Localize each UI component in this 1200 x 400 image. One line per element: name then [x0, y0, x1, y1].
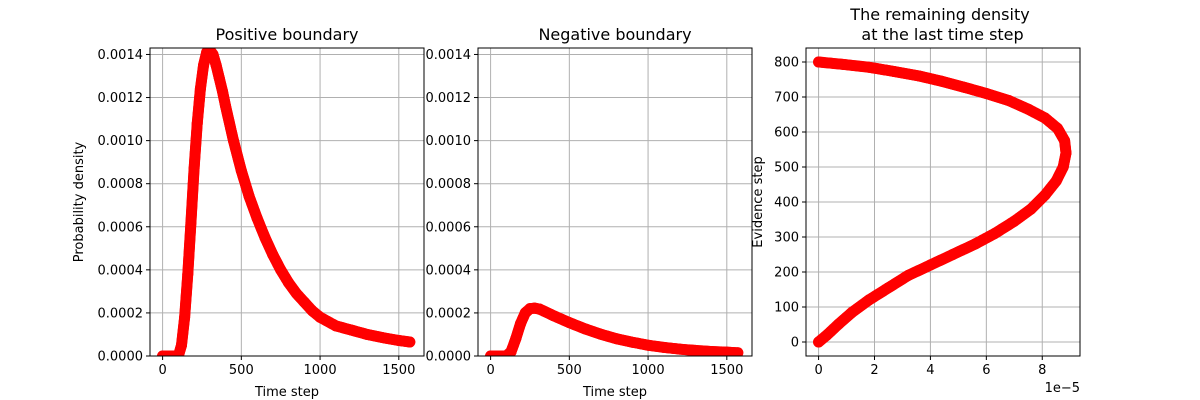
y-axis-label: Probability density [72, 141, 87, 262]
x-tick-label: 1000 [304, 363, 337, 378]
y-tick-label: 0.0008 [426, 177, 472, 192]
x-tick-label: 6 [982, 363, 990, 378]
x-axis-label: Time step [254, 385, 319, 400]
y-tick-label: 0.0014 [98, 48, 144, 63]
x-tick-label: 4 [926, 363, 934, 378]
x-tick-label: 0 [814, 363, 822, 378]
x-axis-label: Time step [582, 385, 647, 400]
negative-boundary-panel: Negative boundary Time step 0 500 1000 1500… [426, 25, 753, 400]
positive-boundary-panel: Positive boundary Time step Probability … [72, 25, 425, 400]
axes-frame [149, 47, 425, 357]
y-tick-label: 0.0004 [426, 263, 472, 278]
y-tick-label: 100 [774, 301, 799, 316]
axes-frame [805, 47, 1081, 357]
y-tick-label: 0 [791, 336, 799, 351]
y-tick-label: 0.0012 [426, 91, 472, 106]
y-tick-label: 0.0006 [98, 220, 144, 235]
x-tick-label: 2 [870, 363, 878, 378]
y-tick-label: 0.0004 [98, 263, 144, 278]
y-tick-label: 0.0010 [98, 134, 144, 149]
panel-title: Negative boundary [538, 25, 691, 44]
x-tick-label: 500 [229, 363, 254, 378]
panel-title: Positive boundary [216, 25, 359, 44]
x-offset-label: 1e−5 [1045, 381, 1080, 396]
grid [806, 48, 1080, 356]
marker [813, 56, 825, 68]
panel-title-line: at the last time step [856, 25, 1023, 44]
y-tick-label: 0.0014 [426, 48, 472, 63]
y-tick-label: 700 [774, 91, 799, 106]
y-tick-label: 0.0010 [426, 134, 472, 149]
marker [732, 347, 744, 356]
y-tick-label: 200 [774, 266, 799, 281]
y-tick-label: 0.0006 [426, 220, 472, 235]
data-series [813, 56, 1072, 348]
x-tick-label: 500 [557, 363, 582, 378]
x-tick-label: 0 [158, 363, 166, 378]
x-tick-label: 1500 [382, 363, 415, 378]
data-series [485, 302, 744, 356]
axes-frame [477, 47, 753, 357]
y-tick-label: 0.0000 [98, 350, 144, 365]
y-tick-label: 300 [774, 231, 799, 246]
y-tick-label: 400 [774, 196, 799, 211]
x-tick-label: 1000 [632, 363, 665, 378]
y-tick-label: 0.0000 [426, 350, 472, 365]
y-axis-label: Evidence step [751, 156, 766, 247]
x-tick-label: 8 [1038, 363, 1046, 378]
y-tick-label: 800 [774, 56, 799, 71]
panel-title: The remaining density at the last time s… [849, 5, 1029, 44]
data-series [157, 48, 416, 356]
panel-title-line: The remaining density [849, 5, 1029, 24]
y-tick-label: 600 [774, 126, 799, 141]
y-tick-label: 0.0002 [426, 306, 472, 321]
y-tick-label: 0.0008 [98, 177, 144, 192]
remaining-density-panel: The remaining density at the last time s… [751, 5, 1081, 396]
x-tick-label: 1500 [710, 363, 743, 378]
y-tick-label: 0.0002 [98, 306, 144, 321]
marker [404, 336, 416, 348]
x-tick-label: 0 [486, 363, 494, 378]
y-tick-label: 500 [774, 161, 799, 176]
grid [478, 48, 752, 357]
y-tick-label: 0.0012 [98, 91, 144, 106]
